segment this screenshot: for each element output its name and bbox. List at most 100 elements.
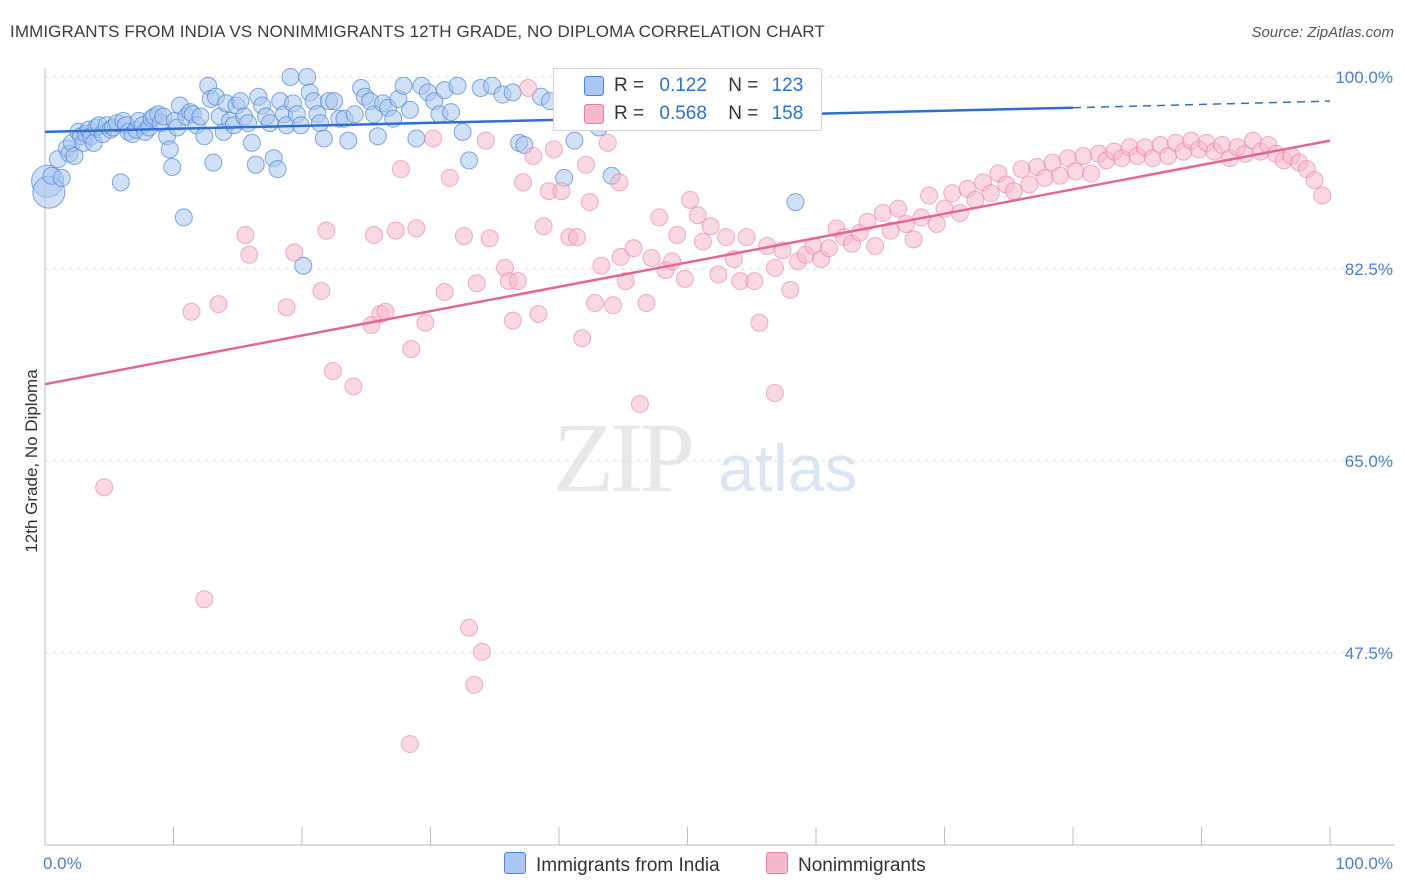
nonimmigrant-point bbox=[611, 247, 630, 266]
bottom-legend-india: Immigrants from India bbox=[504, 852, 720, 877]
india-point bbox=[160, 140, 179, 159]
nonimmigrant-point bbox=[904, 230, 923, 249]
nonimmigrant-point bbox=[616, 272, 635, 291]
india-point bbox=[786, 193, 805, 212]
nonimmigrant-point bbox=[624, 239, 643, 258]
legend-r-value-nonimm: 0.568 bbox=[659, 103, 707, 124]
nonimmigrant-point bbox=[858, 212, 877, 231]
nonimmigrant-point bbox=[364, 225, 383, 244]
india-point bbox=[231, 92, 250, 111]
y-tick-label: 65.0% bbox=[1345, 452, 1393, 471]
india-point bbox=[65, 146, 84, 165]
stats-legend: R = 0.122 N = 123 R = 0.568 N = 158 bbox=[553, 68, 822, 131]
legend-swatch-india bbox=[584, 76, 604, 96]
axes bbox=[44, 68, 1395, 846]
nonimmigrant-point bbox=[650, 208, 669, 227]
nonimmigrant-point bbox=[927, 215, 946, 234]
y-tick-label: 100.0% bbox=[1335, 68, 1393, 87]
india-point bbox=[400, 100, 419, 119]
india-point bbox=[460, 151, 479, 170]
nonimmigrant-point bbox=[881, 221, 900, 240]
india-point bbox=[503, 83, 522, 102]
nonimmigrant-point bbox=[424, 129, 443, 148]
legend-r-label: R = bbox=[614, 75, 645, 96]
nonimmigrant-point bbox=[476, 131, 495, 150]
nonimmigrant-point bbox=[182, 302, 201, 321]
nonimmigrant-point bbox=[1066, 162, 1085, 181]
bottom-swatch-nonimm bbox=[766, 852, 788, 874]
india-point bbox=[314, 129, 333, 148]
legend-r-value-india: 0.122 bbox=[659, 75, 707, 96]
nonimmigrant-point bbox=[1081, 164, 1100, 183]
nonimmigrant-point bbox=[440, 168, 459, 187]
nonimmigrant-point bbox=[472, 642, 491, 661]
india-point bbox=[339, 131, 358, 150]
nonimmigrant-point bbox=[240, 245, 259, 264]
india-point bbox=[310, 114, 329, 133]
y-tick-label: 47.5% bbox=[1345, 644, 1393, 663]
nonimmigrant-point bbox=[391, 160, 410, 179]
nonimmigrant-point bbox=[323, 362, 342, 381]
nonimmigrant-point bbox=[576, 155, 595, 174]
nonimmigrant-point bbox=[1313, 186, 1332, 205]
nonimmigrant-points bbox=[95, 78, 1332, 754]
nonimmigrant-point bbox=[819, 239, 838, 258]
nonimmigrant-point bbox=[717, 228, 736, 247]
nonimmigrant-point bbox=[580, 193, 599, 212]
nonimmigrant-point bbox=[745, 272, 764, 291]
chart-title: IMMIGRANTS FROM INDIA VS NONIMMIGRANTS 1… bbox=[10, 22, 825, 41]
nonimmigrant-point bbox=[709, 265, 728, 284]
india-point bbox=[407, 129, 426, 148]
bottom-label-nonimm: Nonimmigrants bbox=[798, 855, 926, 876]
nonimmigrant-point bbox=[866, 236, 885, 255]
nonimmigrant-point bbox=[943, 184, 962, 203]
india-point bbox=[298, 68, 317, 86]
nonimmigrant-point bbox=[544, 140, 563, 159]
india-point bbox=[239, 114, 258, 133]
nonimmigrant-point bbox=[386, 221, 405, 240]
nonimmigrant-point bbox=[317, 221, 336, 240]
nonimmigrant-point bbox=[465, 675, 484, 694]
nonimmigrant-point bbox=[573, 329, 592, 348]
nonimmigrant-point bbox=[1074, 146, 1093, 165]
nonimmigrant-point bbox=[524, 146, 543, 165]
nonimmigrant-point bbox=[1305, 171, 1324, 190]
x-tick-label: 100.0% bbox=[1335, 854, 1393, 873]
nonimmigrant-point bbox=[209, 295, 228, 314]
nonimmigrant-point bbox=[454, 227, 473, 246]
bottom-legend-nonimm: Nonimmigrants bbox=[766, 852, 926, 877]
india-point bbox=[246, 155, 265, 174]
nonimmigrant-point bbox=[603, 296, 622, 315]
nonimmigrant-point bbox=[598, 133, 617, 152]
nonimmigrant-point bbox=[480, 229, 499, 248]
nonimmigrant-point bbox=[889, 199, 908, 218]
india-point bbox=[52, 168, 71, 187]
nonimmigrant-point bbox=[737, 228, 756, 247]
nonimmigrant-point bbox=[630, 394, 649, 413]
nonimmigrant-point bbox=[637, 294, 656, 313]
india-point bbox=[453, 122, 472, 141]
nonimmigrant-point bbox=[467, 274, 486, 293]
nonimmigrant-point bbox=[519, 78, 538, 97]
nonimmigrant-point bbox=[460, 618, 479, 637]
nonimmigrant-point bbox=[435, 283, 454, 302]
nonimmigrant-point bbox=[236, 225, 255, 244]
nonimmigrant-point bbox=[514, 173, 533, 192]
nonimmigrant-point bbox=[642, 249, 661, 268]
india-point bbox=[281, 68, 300, 86]
nonimmigrant-point bbox=[402, 340, 421, 359]
nonimmigrant-point bbox=[873, 204, 892, 223]
nonimmigrant-point bbox=[585, 294, 604, 313]
y-tick-label: 82.5% bbox=[1345, 260, 1393, 279]
legend-n-value-nonimm: 158 bbox=[771, 103, 804, 124]
india-point bbox=[174, 208, 193, 227]
nonimmigrant-point bbox=[701, 217, 720, 236]
india-trend-extension bbox=[1072, 100, 1331, 109]
nonimmigrant-point bbox=[896, 215, 915, 234]
source-credit: Source: ZipAtlas.com bbox=[1251, 24, 1394, 41]
nonimmigrant-point bbox=[675, 269, 694, 288]
nonimmigrant-point bbox=[688, 206, 707, 225]
watermark-zip: ZIP bbox=[553, 402, 695, 513]
india-point bbox=[268, 160, 287, 179]
